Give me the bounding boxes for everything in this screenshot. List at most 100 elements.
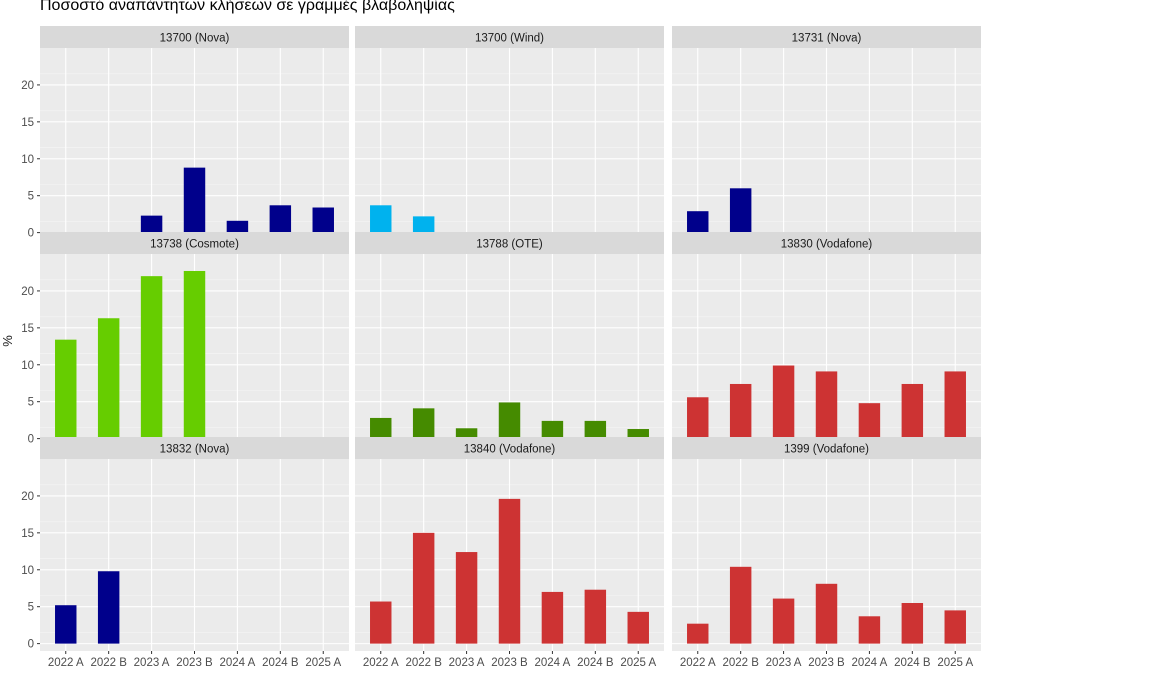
x-tick-label: 2022 B [405,657,442,669]
x-tick-label: 2025 A [620,657,656,669]
bar [729,383,752,439]
bar [498,498,521,644]
x-tick-label: 2022 A [363,657,399,669]
bar [858,616,881,644]
bar [584,420,607,439]
bar [584,589,607,644]
bar [140,215,163,233]
bar [412,532,435,644]
y-tick-label: 0 [28,228,34,240]
facet-title: 13731 (Nova) [792,33,862,45]
bar [541,420,564,439]
y-tick-label: 10 [21,565,34,577]
facet-strip [672,26,981,48]
x-tick-label: 2022 B [90,657,127,669]
bar [858,403,881,439]
y-tick-label: 5 [28,397,34,409]
facet-title: 13700 (Nova) [160,33,230,45]
bar [183,167,206,233]
chart-title: Ποσοστό αναπάντητων κλήσεων σε γραμμές β… [40,0,455,14]
facet-strip [672,232,981,254]
y-tick-label: 20 [21,286,34,298]
facet-strip [40,232,349,254]
bar [412,216,435,233]
bar [729,188,752,233]
y-tick-label: 10 [21,154,34,166]
facet-strip [40,437,349,459]
x-tick-label: 2023 A [134,657,170,669]
x-tick-label: 2023 A [766,657,802,669]
bar [455,428,478,439]
bar [772,365,795,439]
facet-title: 1399 (Vodafone) [784,444,869,456]
bar [901,603,924,644]
facet-title: 13700 (Wind) [475,33,544,45]
bar [55,605,77,644]
bar [772,598,795,644]
x-tick-label: 2024 B [894,657,931,669]
y-tick-label: 0 [28,639,34,651]
bar [140,276,163,439]
bar [370,417,392,439]
x-tick-label: 2023 A [449,657,485,669]
facet-title: 13830 (Vodafone) [781,239,873,251]
bar [455,552,478,644]
x-tick-label: 2023 B [808,657,845,669]
bar [312,207,334,233]
facet-title: 13738 (Cosmote) [150,239,239,251]
bar [412,408,435,439]
x-tick-label: 2024 A [535,657,571,669]
bar [815,371,838,439]
bar [97,571,120,644]
y-axis-label: % [0,335,15,347]
x-tick-label: 2023 B [491,657,528,669]
bar [944,371,966,439]
bar [687,211,709,233]
y-tick-label: 15 [21,117,34,129]
bar [97,318,120,439]
x-tick-label: 2025 A [937,657,973,669]
x-tick-label: 2023 B [176,657,213,669]
bar [687,397,709,439]
bar [498,402,521,439]
bar [226,220,249,233]
facet-strip [355,26,664,48]
y-tick-label: 15 [21,528,34,540]
facet-title: 13832 (Nova) [160,444,230,456]
bar [729,566,752,644]
facet-strip [40,26,349,48]
y-tick-label: 5 [28,191,34,203]
y-tick-label: 10 [21,360,34,372]
facet-strip [355,437,664,459]
facet-strip [672,437,981,459]
x-tick-label: 2022 A [48,657,84,669]
bar [269,205,292,233]
bar [370,601,392,644]
x-tick-label: 2022 B [722,657,759,669]
bar [627,429,649,439]
y-tick-label: 20 [21,491,34,503]
bar [687,623,709,644]
x-tick-label: 2024 A [852,657,888,669]
x-tick-label: 2022 A [680,657,716,669]
facet-title: 13840 (Vodafone) [464,444,556,456]
bar [55,339,77,439]
facet-strip [355,232,664,254]
facet-title: 13788 (OTE) [476,239,543,251]
bar [901,383,924,439]
y-tick-label: 20 [21,80,34,92]
bar [627,611,649,644]
y-tick-label: 5 [28,602,34,614]
bar [370,205,392,233]
bar [815,583,838,644]
bar [944,610,966,644]
y-tick-label: 0 [28,434,34,446]
bar [541,591,564,644]
x-tick-label: 2024 B [577,657,614,669]
x-tick-label: 2024 A [220,657,256,669]
y-tick-label: 15 [21,323,34,335]
x-tick-label: 2024 B [262,657,299,669]
bar [183,270,206,439]
